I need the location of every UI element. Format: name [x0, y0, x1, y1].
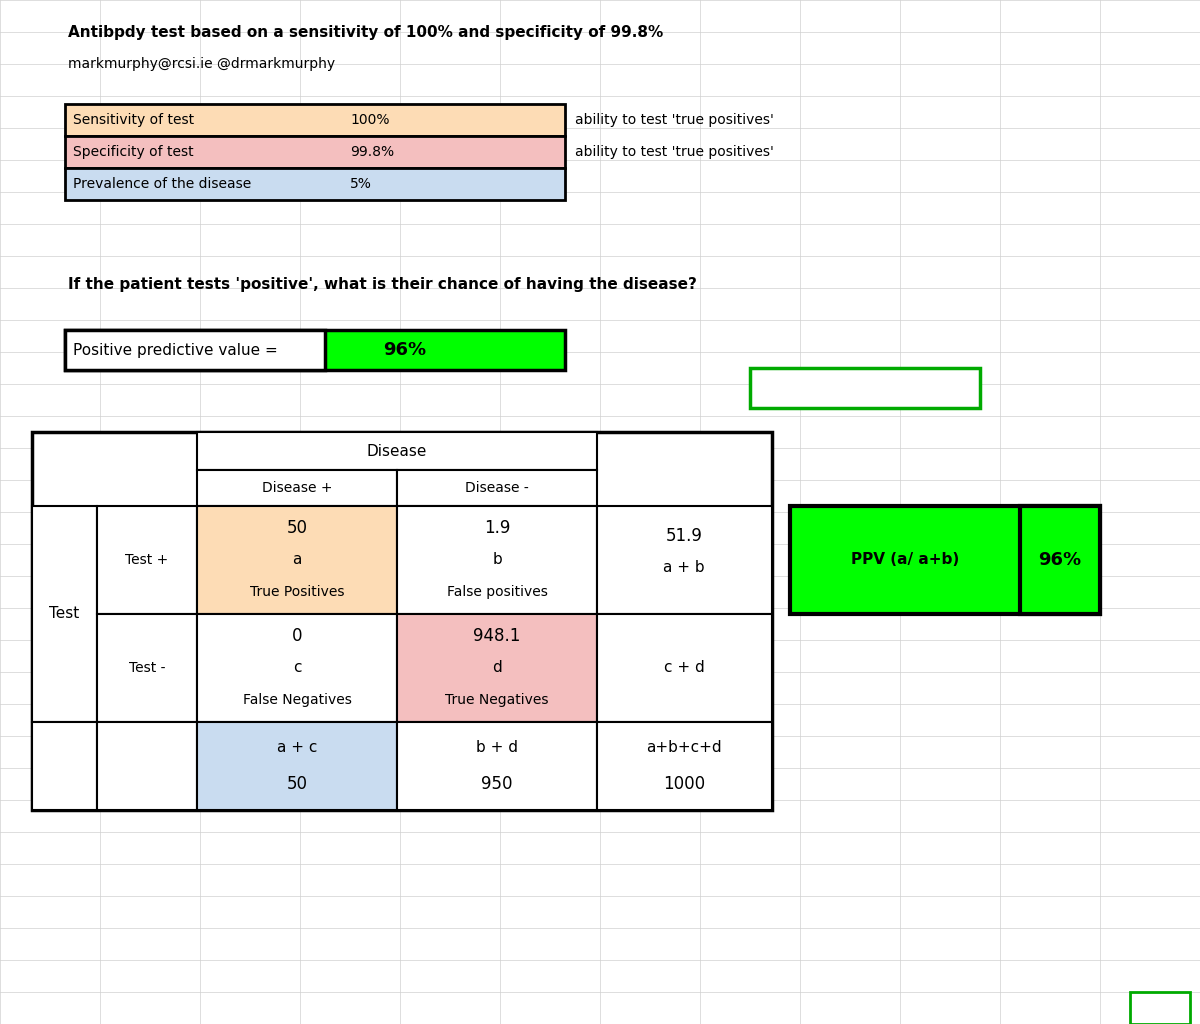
Text: False positives: False positives [446, 585, 547, 599]
Text: Test: Test [49, 606, 79, 622]
Bar [97, 506, 197, 614]
Text: 948.1: 948.1 [473, 627, 521, 645]
Bar [1020, 506, 1100, 614]
Text: d: d [492, 660, 502, 676]
Text: Prevalence of the disease: Prevalence of the disease [73, 177, 251, 191]
Bar [197, 722, 397, 810]
Text: Specificity of test: Specificity of test [73, 145, 193, 159]
Text: markmurphy@rcsi.ie @drmarkmurphy: markmurphy@rcsi.ie @drmarkmurphy [68, 57, 335, 71]
Text: Test +: Test + [125, 553, 169, 567]
Bar [97, 722, 197, 810]
Bar [1130, 992, 1190, 1024]
Text: If the patient tests 'positive', what is their chance of having the disease?: If the patient tests 'positive', what is… [68, 276, 697, 292]
Bar [598, 506, 772, 614]
Text: ability to test 'true positives': ability to test 'true positives' [575, 113, 774, 127]
Bar [598, 722, 772, 810]
Bar [32, 432, 772, 810]
Bar [32, 506, 97, 722]
Text: b + d: b + d [476, 739, 518, 755]
Bar [97, 614, 197, 722]
Text: Sensitivity of test: Sensitivity of test [73, 113, 194, 127]
Bar [65, 168, 565, 200]
Text: 1000: 1000 [662, 775, 706, 793]
Text: 50: 50 [287, 775, 307, 793]
Bar [65, 136, 565, 168]
Bar [397, 722, 598, 810]
Text: 50: 50 [287, 519, 307, 537]
Bar [197, 614, 397, 722]
Bar [65, 104, 565, 136]
Text: a: a [293, 553, 301, 567]
Bar [750, 368, 980, 408]
Bar [197, 470, 397, 506]
Text: a + c: a + c [277, 739, 317, 755]
Text: PPV (a/ a+b): PPV (a/ a+b) [851, 553, 959, 567]
Text: c + d: c + d [664, 660, 704, 676]
Text: True Positives: True Positives [250, 585, 344, 599]
Bar [397, 506, 598, 614]
Bar [65, 330, 565, 370]
Text: Antibpdy test based on a sensitivity of 100% and specificity of 99.8%: Antibpdy test based on a sensitivity of … [68, 25, 664, 40]
Text: 51.9: 51.9 [666, 527, 702, 545]
Text: Test -: Test - [128, 662, 166, 675]
Text: a+b+c+d: a+b+c+d [646, 739, 722, 755]
Text: False Negatives: False Negatives [242, 693, 352, 707]
Text: 5%: 5% [350, 177, 372, 191]
Bar [32, 722, 97, 810]
Text: c: c [293, 660, 301, 676]
Text: 1.9: 1.9 [484, 519, 510, 537]
Text: Positive predictive value =: Positive predictive value = [73, 342, 277, 357]
Text: 96%: 96% [1038, 551, 1081, 569]
Bar [790, 506, 1100, 614]
Bar [65, 330, 325, 370]
Text: a + b: a + b [664, 560, 704, 575]
Bar [197, 432, 598, 470]
Text: ability to test 'true positives': ability to test 'true positives' [575, 145, 774, 159]
Text: 96%: 96% [384, 341, 426, 359]
Text: Disease -: Disease - [466, 481, 529, 495]
Bar [197, 506, 397, 614]
Text: 950: 950 [481, 775, 512, 793]
Bar [397, 470, 598, 506]
Text: Disease +: Disease + [262, 481, 332, 495]
Bar [598, 614, 772, 722]
Text: 100%: 100% [350, 113, 390, 127]
Text: Disease: Disease [367, 443, 427, 459]
Text: b: b [492, 553, 502, 567]
Bar [397, 614, 598, 722]
Text: True Negatives: True Negatives [445, 693, 548, 707]
Text: 99.8%: 99.8% [350, 145, 394, 159]
Text: 0: 0 [292, 627, 302, 645]
